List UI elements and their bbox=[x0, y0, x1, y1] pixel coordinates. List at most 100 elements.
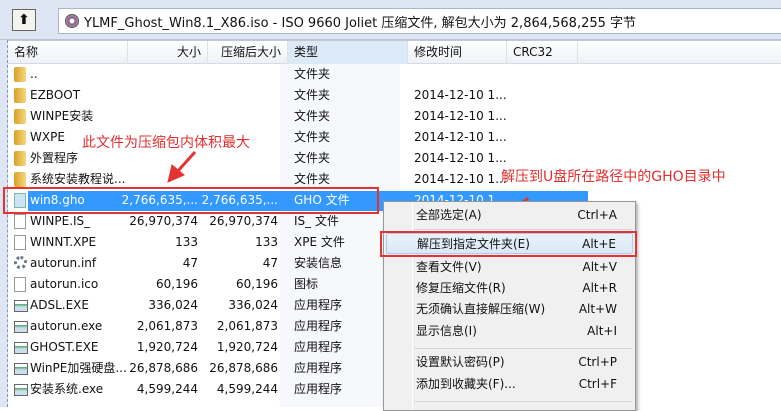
file-type: 应用程序 bbox=[294, 298, 343, 312]
disc-image-icon bbox=[65, 14, 79, 28]
file-packed-size: 47 bbox=[262, 256, 278, 270]
column-header: 名称 大小 压缩后大小 类型 修改时间 CRC32 bbox=[8, 40, 781, 64]
file-name: WINPE安装 bbox=[30, 109, 94, 123]
menu-separator bbox=[414, 348, 632, 349]
file-name: autorun.inf bbox=[30, 256, 97, 270]
file-modified: 2014-12-10 1... bbox=[414, 172, 507, 186]
file-name: win8.gho bbox=[30, 193, 85, 207]
menu-separator bbox=[414, 401, 632, 402]
file-size: 133 bbox=[175, 235, 198, 249]
folder-icon bbox=[14, 109, 26, 124]
file-type: 应用程序 bbox=[294, 340, 343, 354]
file-name: WinPE加强硬盘... bbox=[30, 361, 127, 375]
folder-icon bbox=[14, 88, 26, 103]
file-size: 47 bbox=[182, 256, 198, 270]
file-modified: 2014-12-10 1... bbox=[414, 88, 507, 102]
table-row[interactable]: autorun.exe 2,061,873 2,061,873 应用程序 bbox=[8, 316, 781, 337]
folder-icon bbox=[14, 151, 26, 166]
folder-icon bbox=[14, 67, 26, 82]
file-packed-size: 60,196 bbox=[236, 277, 278, 291]
folder-icon bbox=[14, 172, 26, 187]
path-field[interactable]: YLMF_Ghost_Win8.1_X86.iso - ISO 9660 Jol… bbox=[58, 8, 781, 34]
exe-icon bbox=[14, 363, 28, 375]
menu-item-label: 添加到收藏夹(F)... bbox=[416, 377, 516, 391]
table-row[interactable]: WINPE安装 文件夹 2014-12-10 1... bbox=[8, 106, 781, 127]
menu-item-shortcut: Alt+R bbox=[582, 281, 617, 295]
file-type: 文件夹 bbox=[294, 67, 331, 81]
table-row[interactable]: ADSL.EXE 336,024 336,024 应用程序 bbox=[8, 295, 781, 316]
file-packed-size: 1,920,724 bbox=[216, 340, 278, 354]
file-type: 文件夹 bbox=[294, 172, 331, 186]
file-icon bbox=[14, 214, 26, 229]
highlight-box-file bbox=[3, 187, 379, 214]
menu-separator bbox=[414, 229, 632, 230]
toolbar: ⬆ YLMF_Ghost_Win8.1_X86.iso - ISO 9660 J… bbox=[0, 0, 781, 40]
col-crc32[interactable]: CRC32 bbox=[507, 41, 578, 64]
menu-item[interactable]: 设置默认密码(P) Ctrl+P bbox=[386, 352, 633, 373]
exe-icon bbox=[14, 384, 28, 396]
file-packed-size: 336,024 bbox=[228, 298, 278, 312]
menu-item[interactable]: 添加到收藏夹(F)... Ctrl+F bbox=[386, 374, 633, 395]
col-type[interactable]: 类型 bbox=[288, 41, 408, 64]
table-row[interactable]: 系统安装教程说... 文件夹 2014-12-10 1... bbox=[8, 169, 781, 190]
table-row[interactable]: .. 文件夹 bbox=[8, 64, 781, 85]
file-name: 系统安装教程说... bbox=[30, 172, 126, 186]
menu-item[interactable]: 查看文件(V) Alt+V bbox=[386, 257, 633, 278]
file-size: 26,878,686 bbox=[129, 361, 198, 375]
file-type: 应用程序 bbox=[294, 382, 343, 396]
col-name[interactable]: 名称 bbox=[8, 41, 128, 64]
exe-icon bbox=[14, 321, 28, 333]
table-row[interactable]: 安装系统.exe 4,599,244 4,599,244 应用程序 bbox=[8, 379, 781, 400]
path-text: YLMF_Ghost_Win8.1_X86.iso - ISO 9660 Jol… bbox=[84, 15, 637, 31]
table-row[interactable]: autorun.ico 60,196 60,196 图标 bbox=[8, 274, 781, 295]
menu-item[interactable]: 无须确认直接解压缩(W) Alt+W bbox=[386, 299, 633, 320]
file-size: 1,920,724 bbox=[136, 340, 198, 354]
file-type: 文件夹 bbox=[294, 130, 331, 144]
col-packed[interactable]: 压缩后大小 bbox=[208, 41, 288, 64]
file-icon bbox=[14, 235, 26, 250]
col-modified[interactable]: 修改时间 bbox=[408, 41, 507, 64]
menu-item-label: 解压到指定文件夹(E) bbox=[417, 237, 530, 251]
file-packed-size: 2,061,873 bbox=[216, 319, 278, 333]
menu-item-shortcut: Ctrl+A bbox=[577, 208, 617, 222]
up-folder-icon[interactable]: ⬆ bbox=[12, 9, 36, 31]
menu-item-shortcut: Alt+I bbox=[587, 324, 617, 338]
menu-item[interactable]: 修复压缩文件(R) Alt+R bbox=[386, 278, 633, 299]
menu-item[interactable]: 解压到指定文件夹(E) Alt+E bbox=[386, 233, 633, 254]
file-size: 2,766,635,... bbox=[121, 193, 198, 207]
table-row[interactable]: 外置程序 文件夹 2014-12-10 1... bbox=[8, 148, 781, 169]
file-type: GHO 文件 bbox=[294, 193, 350, 207]
table-row[interactable]: WINPE.IS_ 26,970,374 26,970,374 IS_ 文件 bbox=[8, 211, 781, 232]
menu-item-label: 全部选定(A) bbox=[416, 208, 482, 222]
file-size: 336,024 bbox=[148, 298, 198, 312]
col-size[interactable]: 大小 bbox=[128, 41, 208, 64]
table-row[interactable]: WinPE加强硬盘... 26,878,686 26,878,686 应用程序 bbox=[8, 358, 781, 379]
file-size: 4,599,244 bbox=[136, 382, 198, 396]
file-type: 图标 bbox=[294, 277, 319, 291]
menu-item[interactable]: 全部选定(A) Ctrl+A bbox=[386, 205, 633, 226]
exe-icon bbox=[14, 342, 28, 354]
file-name: EZBOOT bbox=[30, 88, 81, 102]
file-packed-size: 133 bbox=[255, 235, 278, 249]
table-row[interactable]: autorun.inf 47 47 安装信息 bbox=[8, 253, 781, 274]
highlight-box-menu bbox=[380, 231, 637, 257]
menu-item-label: 设置默认密码(P) bbox=[416, 355, 505, 369]
settings-icon bbox=[14, 256, 27, 269]
table-row[interactable]: WINNT.XPE 133 133 XPE 文件 bbox=[8, 232, 781, 253]
table-row[interactable]: GHOST.EXE 1,920,724 1,920,724 应用程序 bbox=[8, 337, 781, 358]
file-icon bbox=[14, 277, 26, 292]
menu-item[interactable]: 显示信息(I) Alt+I bbox=[386, 321, 633, 342]
menu-gutter bbox=[412, 202, 413, 410]
file-size: 60,196 bbox=[156, 277, 198, 291]
file-modified: 2014-12-10 1... bbox=[414, 151, 507, 165]
table-row[interactable]: EZBOOT 文件夹 2014-12-10 1... bbox=[8, 85, 781, 106]
file-type: 安装信息 bbox=[294, 256, 343, 270]
annotation-largest-file: 此文件为压缩包内体积最大 bbox=[82, 135, 250, 151]
file-name: autorun.exe bbox=[30, 319, 103, 333]
file-name: autorun.ico bbox=[30, 277, 99, 291]
exe-icon bbox=[14, 300, 28, 312]
file-name: WINNT.XPE bbox=[30, 235, 97, 249]
menu-item-label: 修复压缩文件(R) bbox=[416, 281, 506, 295]
table-row[interactable]: WXPE 文件夹 2014-12-10 1... bbox=[8, 127, 781, 148]
file-type: 文件夹 bbox=[294, 109, 331, 123]
